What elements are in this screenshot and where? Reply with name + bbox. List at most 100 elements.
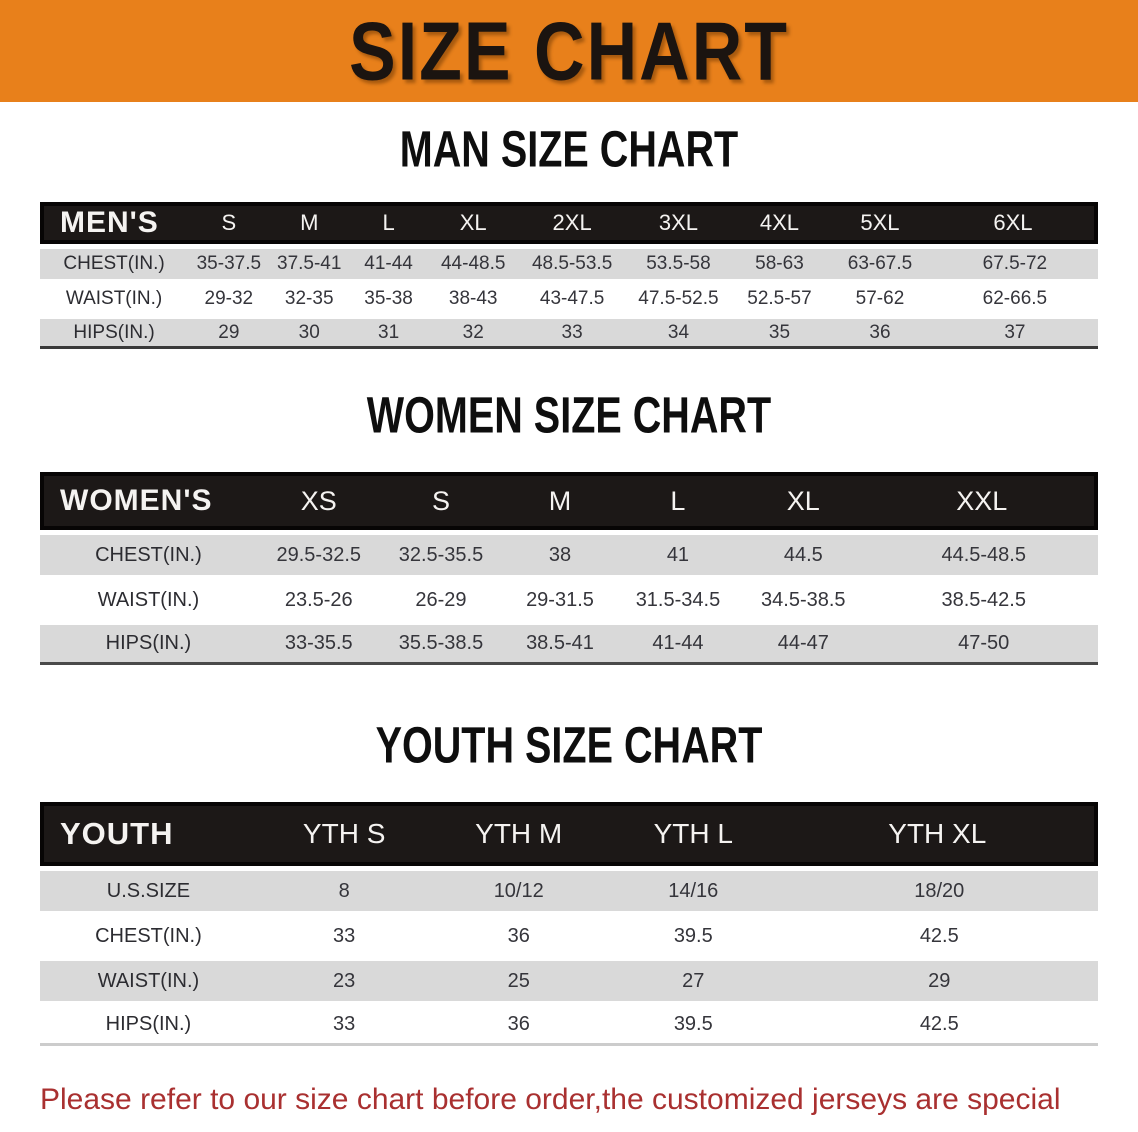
size-value-cell: 29 [780, 961, 1098, 1001]
table-row: U.S.SIZE 8 10/12 14/16 18/20 [40, 871, 1098, 911]
table-row: CHEST(IN.) 33 36 39.5 42.5 [40, 916, 1098, 956]
size-value-cell: 18/20 [780, 871, 1098, 911]
men-size-table: MEN'S S M L XL 2XL 3XL 4XL 5XL 6XL CHEST(IN.) 35-37… [40, 197, 1098, 354]
size-column-header: S [380, 472, 502, 530]
table-row: WAIST(IN.) 29-32 32-35 35-38 38-43 43-47.5 47.… [40, 284, 1098, 314]
disclaimer-text: Please refer to our size chart before or… [40, 1077, 1108, 1132]
size-value-cell: 33 [256, 916, 432, 956]
size-value-cell: 31.5-34.5 [618, 580, 738, 620]
size-value-cell: 41-44 [618, 625, 738, 665]
size-value-cell: 44-47 [737, 625, 870, 665]
size-column-header: 3XL [626, 202, 731, 244]
size-value-cell: 52.5-57 [730, 284, 829, 314]
size-value-cell: 35-38 [348, 284, 429, 314]
disclaimer-line-1: Please refer to our size chart before or… [40, 1083, 1061, 1132]
size-column-header: XL [737, 472, 870, 530]
size-value-cell: 41-44 [348, 249, 429, 279]
size-value-cell: 39.5 [606, 916, 781, 956]
size-value-cell: 29 [188, 319, 270, 349]
size-table-header-row: YOUTH YTH S YTH M YTH L YTH XL [40, 802, 1098, 866]
row-label: HIPS(IN.) [40, 625, 257, 665]
size-column-header: 2XL [518, 202, 627, 244]
size-value-cell: 29-31.5 [501, 580, 619, 620]
table-row: HIPS(IN.) 29 30 31 32 33 34 35 36 37 [40, 319, 1098, 349]
table-row: WAIST(IN.) 23.5-26 26-29 29-31.5 31.5-34.5 34… [40, 580, 1098, 620]
size-value-cell: 34 [626, 319, 731, 349]
row-label: U.S.SIZE [40, 871, 257, 911]
size-value-cell: 34.5-38.5 [737, 580, 870, 620]
size-value-cell: 33-35.5 [256, 625, 381, 665]
size-value-cell: 67.5-72 [931, 249, 1098, 279]
size-value-cell: 32.5-35.5 [380, 535, 502, 575]
size-column-header: YTH S [256, 802, 432, 866]
row-label: HIPS(IN.) [40, 1006, 257, 1046]
size-value-cell: 35 [730, 319, 829, 349]
size-column-header: XL [428, 202, 519, 244]
size-value-cell: 33 [256, 1006, 432, 1046]
man-size-chart-heading: MAN SIZE CHART [399, 121, 739, 179]
size-column-header: L [618, 472, 738, 530]
size-column-header: YTH L [606, 802, 781, 866]
size-column-header: XS [256, 472, 381, 530]
size-value-cell: 38.5-42.5 [869, 580, 1098, 620]
size-value-cell: 33 [518, 319, 627, 349]
table-category-label: MEN'S [40, 202, 189, 244]
table-category-label: WOMEN'S [40, 472, 257, 530]
size-column-header: M [501, 472, 619, 530]
size-value-cell: 35-37.5 [188, 249, 270, 279]
size-value-cell: 41 [618, 535, 738, 575]
size-value-cell: 36 [431, 1006, 606, 1046]
size-value-cell: 23 [256, 961, 432, 1001]
size-value-cell: 38-43 [428, 284, 519, 314]
size-value-cell: 37.5-41 [269, 249, 349, 279]
size-value-cell: 47.5-52.5 [626, 284, 731, 314]
size-value-cell: 14/16 [606, 871, 781, 911]
size-value-cell: 35.5-38.5 [380, 625, 502, 665]
size-value-cell: 48.5-53.5 [518, 249, 627, 279]
size-value-cell: 23.5-26 [256, 580, 381, 620]
size-column-header: YTH XL [780, 802, 1098, 866]
size-column-header: 4XL [730, 202, 829, 244]
size-value-cell: 39.5 [606, 1006, 781, 1046]
size-value-cell: 38 [501, 535, 619, 575]
size-column-header: 6XL [931, 202, 1098, 244]
row-label: WAIST(IN.) [40, 284, 189, 314]
table-row: CHEST(IN.) 35-37.5 37.5-41 41-44 44-48.5 48.5… [40, 249, 1098, 279]
size-value-cell: 25 [431, 961, 606, 1001]
size-value-cell: 36 [431, 916, 606, 956]
size-value-cell: 32 [428, 319, 519, 349]
table-row: CHEST(IN.) 29.5-32.5 32.5-35.5 38 41 44.5 44.5… [40, 535, 1098, 575]
size-value-cell: 38.5-41 [501, 625, 619, 665]
size-value-cell: 42.5 [780, 1006, 1098, 1046]
size-column-header: 5XL [828, 202, 932, 244]
size-column-header: XXL [869, 472, 1098, 530]
size-value-cell: 44.5-48.5 [869, 535, 1098, 575]
size-column-header: M [269, 202, 349, 244]
size-column-header: L [348, 202, 429, 244]
youth-size-table: YOUTH YTH S YTH M YTH L YTH XL U.S.SIZE 8 10/12… [40, 797, 1098, 1051]
size-value-cell: 29-32 [188, 284, 270, 314]
row-label: CHEST(IN.) [40, 535, 257, 575]
size-value-cell: 26-29 [380, 580, 502, 620]
size-value-cell: 63-67.5 [828, 249, 932, 279]
size-column-header: YTH M [431, 802, 606, 866]
table-row: WAIST(IN.) 23 25 27 29 [40, 961, 1098, 1001]
row-label: WAIST(IN.) [40, 961, 257, 1001]
youth-size-chart-heading: YOUTH SIZE CHART [375, 717, 763, 775]
size-value-cell: 30 [269, 319, 349, 349]
size-table-header-row: WOMEN'S XS S M L XL XXL [40, 472, 1098, 530]
size-value-cell: 8 [256, 871, 432, 911]
size-value-cell: 47-50 [869, 625, 1098, 665]
women-size-table: WOMEN'S XS S M L XL XXL CHEST(IN.) 29.5-32.5 32.5… [40, 467, 1098, 670]
size-value-cell: 62-66.5 [931, 284, 1098, 314]
size-value-cell: 29.5-32.5 [256, 535, 381, 575]
table-row: HIPS(IN.) 33-35.5 35.5-38.5 38.5-41 41-44 44-… [40, 625, 1098, 665]
size-value-cell: 32-35 [269, 284, 349, 314]
size-value-cell: 27 [606, 961, 781, 1001]
row-label: WAIST(IN.) [40, 580, 257, 620]
size-value-cell: 44.5 [737, 535, 870, 575]
women-size-chart-heading: WOMEN SIZE CHART [366, 387, 772, 445]
row-label: HIPS(IN.) [40, 319, 189, 349]
size-value-cell: 53.5-58 [626, 249, 731, 279]
size-chart-banner: SIZE CHART [0, 0, 1138, 102]
